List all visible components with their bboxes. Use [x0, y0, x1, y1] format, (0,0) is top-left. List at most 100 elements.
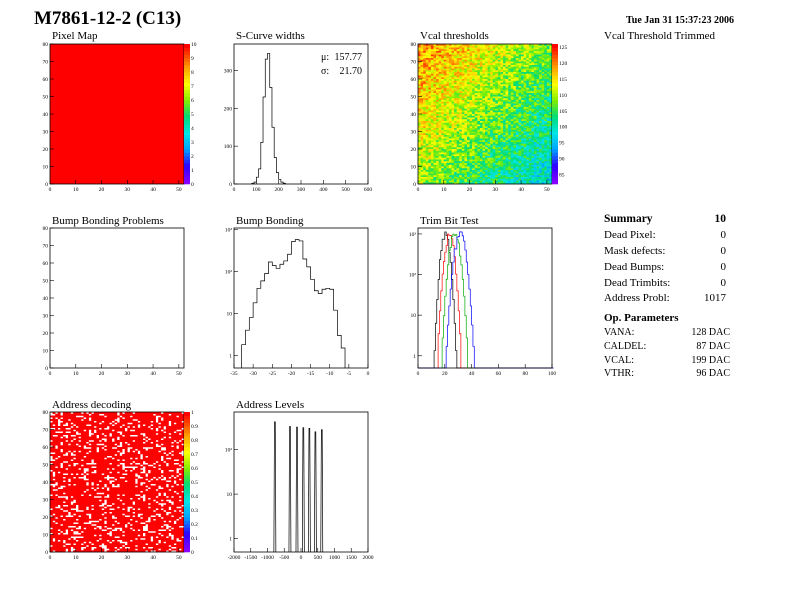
- bump-bonding-problems-x-tick-label: 0: [49, 371, 52, 377]
- address-decoding-colorbar-label: 1: [191, 410, 194, 416]
- address-decoding-colorbar-cell: [184, 426, 190, 430]
- trim-bit-test-y-tick-label: 10: [411, 313, 417, 319]
- bump-bonding-x-tick-label: -25: [269, 371, 277, 377]
- trim-bit-test-title: Trim Bit Test: [420, 215, 479, 227]
- bump-bonding-problems-y-tick-label: 0: [45, 366, 48, 372]
- scurve-widths-y-tick-label: 0: [229, 182, 232, 188]
- summary-label: Dead Bumps:: [604, 260, 665, 273]
- pixel-map-colorbar-label: 7: [191, 84, 194, 90]
- scurve-widths-mean-value: 157.77: [335, 52, 363, 63]
- pixel-map-colorbar-cell: [184, 166, 190, 171]
- op-param-label: VCAL:: [604, 354, 634, 366]
- vcal-thresholds-colorbar-cell: [552, 68, 558, 73]
- summary-row-dead-trimbits: Dead Trimbits: 0: [604, 276, 734, 292]
- pixel-map-colorbar-cell: [184, 86, 190, 90]
- address-decoding-colorbar-cell: [184, 499, 190, 504]
- address-decoding-y-tick-label: 30: [43, 498, 49, 504]
- pixel-map-colorbar-label: 10: [191, 42, 197, 48]
- summary-value: 0: [720, 260, 727, 273]
- summary-row-address-probl: Address Probl: 1017: [604, 291, 734, 307]
- pixel-map-colorbar-cell: [184, 180, 190, 185]
- bump-bonding-problems-y-tick-label: 40: [43, 296, 49, 302]
- bump-bonding-problems-y-tick-label: 60: [43, 261, 49, 267]
- address-decoding-colorbar-cell: [184, 419, 190, 423]
- pixel-map-colorbar-cell: [184, 61, 190, 66]
- address-decoding-colorbar-cell: [184, 468, 190, 472]
- summary-label: Dead Pixel:: [604, 228, 656, 241]
- vcal-thresholds-colorbar-cell: [552, 100, 558, 104]
- address-levels-x-tick-label: -500: [279, 555, 289, 561]
- vcal-thresholds-colorbar-cell: [552, 93, 558, 97]
- address-levels-x-tick-label: 500: [314, 555, 323, 561]
- vcal-thresholds-colorbar-cell: [552, 142, 558, 146]
- address-decoding-colorbar-cell: [184, 524, 190, 528]
- pixel-map-colorbar-cell: [184, 96, 190, 101]
- address-decoding-x-tick-label: 20: [99, 555, 105, 561]
- scurve-widths-x-tick-label: 0: [233, 187, 236, 193]
- scurve-widths-y-tick-label: 100: [224, 144, 233, 150]
- op-param-label: CALDEL:: [604, 340, 647, 352]
- pixel-map-colorbar-cell: [184, 47, 190, 52]
- bump-bonding-problems-chart: 0 10 20 30 40 50 0 10 20 30 40 50 60 70 80: [43, 226, 185, 377]
- pixel-map-colorbar-cell: [184, 65, 190, 69]
- address-decoding-colorbar-cell: [184, 415, 190, 420]
- address-decoding-colorbar-cell: [184, 492, 190, 497]
- scurve-widths-x-tick-label: 100: [252, 187, 261, 193]
- summary-total: 10: [714, 213, 727, 225]
- address-decoding-x-tick-label: 10: [73, 555, 79, 561]
- address-decoding-colorbar-cell: [184, 436, 190, 441]
- bump-bonding-y-tick-label: 1: [229, 353, 232, 359]
- bump-bonding-x-tick-label: -10: [326, 371, 334, 377]
- address-levels-title: Address Levels: [236, 399, 305, 411]
- vcal-thresholds-colorbar-label: 100: [559, 125, 568, 131]
- vcal-thresholds-y-tick-label: 50: [411, 95, 417, 101]
- bump-bonding-problems-title: Bump Bonding Problems: [52, 215, 164, 227]
- vcal-thresholds-colorbar-cell: [552, 58, 558, 62]
- address-levels-x-tick-label: -2000: [228, 555, 241, 561]
- address-decoding-y-tick-label: 50: [43, 463, 49, 469]
- bump-bonding-problems-y-tick-label: 70: [43, 244, 49, 250]
- pixel-map-x-tick-label: 10: [73, 187, 79, 193]
- op-param-label: VTHR:: [604, 368, 634, 380]
- pixel-map-x-tick-label: 30: [125, 187, 131, 193]
- vcal-thresholds-colorbar-cell: [552, 54, 558, 59]
- vcal-thresholds-colorbar-cell: [552, 51, 558, 55]
- address-decoding-colorbar-cell: [184, 464, 190, 469]
- address-decoding-colorbar-cell: [184, 545, 190, 549]
- summary-row-dead-pixel: Dead Pixel: 0: [604, 228, 734, 244]
- address-decoding-colorbar-cell: [184, 520, 190, 525]
- bump-bonding-y-tick-label: 10: [227, 312, 233, 318]
- pixel-map-x-tick-label: 20: [99, 187, 105, 193]
- address-decoding-x-tick-label: 0: [49, 555, 52, 561]
- address-levels-x-tick-label: 1500: [346, 555, 357, 561]
- summary-value: 0: [720, 244, 727, 257]
- op-param-row-caldel: CALDEL: 87 DAC: [604, 340, 730, 354]
- address-levels-peak-0: [273, 421, 277, 553]
- vcal-thresholds-colorbar-cell: [552, 61, 558, 66]
- address-decoding-y-tick-label: 70: [43, 428, 49, 434]
- vcal-thresholds-colorbar-cell: [552, 47, 558, 52]
- pixel-map-colorbar-cell: [184, 75, 190, 80]
- bump-bonding-problems-x-tick-label: 40: [150, 371, 156, 377]
- summary-title: Summary: [604, 213, 653, 225]
- scurve-widths-x-tick-label: 500: [342, 187, 351, 193]
- pixel-map-colorbar-cell: [184, 173, 190, 178]
- pixel-map-colorbar-cell: [184, 68, 190, 73]
- vcal-thresholds-colorbar-label: 90: [559, 157, 565, 163]
- bump-bonding-x-tick-label: -35: [230, 371, 238, 377]
- pixel-map-colorbar-cell: [184, 89, 190, 94]
- pixel-map-colorbar-cell: [184, 117, 190, 122]
- pixel-map-colorbar-cell: [184, 51, 190, 55]
- trim-bit-test-frame: [417, 227, 553, 369]
- address-decoding-colorbar-cell: [184, 510, 190, 514]
- bump-bonding-problems-x-tick-label: 50: [176, 371, 182, 377]
- address-decoding-colorbar-label: 0.9: [191, 424, 198, 430]
- vcal-thresholds-colorbar-cell: [552, 44, 558, 48]
- pixel-map-colorbar-cell: [184, 170, 190, 174]
- vcal-thresholds-colorbar-label: 115: [559, 77, 567, 83]
- address-decoding-colorbar-label: 0.4: [191, 494, 198, 500]
- scurve-widths-x-tick-label: 600: [364, 187, 373, 193]
- vcal-thresholds-colorbar-cell: [552, 72, 558, 76]
- trim-bit-test-chart: 0 20 40 60 80 100 1 10 10² 10³: [409, 227, 556, 377]
- address-decoding-colorbar-cell: [184, 422, 190, 427]
